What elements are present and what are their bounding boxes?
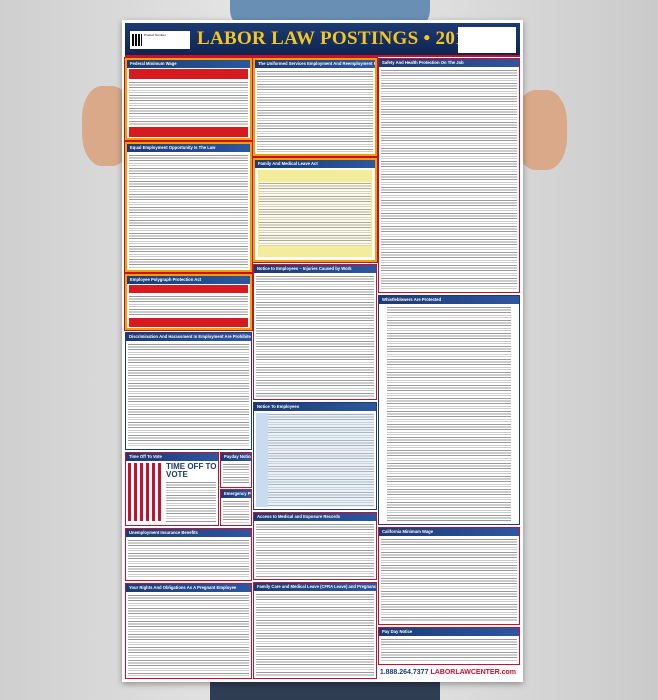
section-payday-law: Pay Day Notice bbox=[378, 627, 520, 665]
update-badge bbox=[458, 27, 516, 53]
section-cfra: Family Care and Medical Leave (CFRA Leav… bbox=[253, 582, 377, 679]
section-medical-records: Access to Medical and Exposure Records bbox=[253, 512, 377, 580]
section-title: Notice to Employees – Injuries Caused by… bbox=[254, 265, 376, 273]
section-userra: The Uniformed Services Employment And Re… bbox=[252, 57, 378, 157]
section-title: Whistleblowers Are Protected bbox=[379, 296, 519, 304]
section-title: Equal Employment Opportunity Is The Law bbox=[127, 144, 250, 152]
section-notice-to-employees: Notice To Employees bbox=[253, 402, 377, 510]
section-whistleblowers: Whistleblowers Are Protected bbox=[378, 295, 520, 525]
section-injuries-caused-by-work: Notice to Employees – Injuries Caused by… bbox=[253, 264, 377, 400]
section-polygraph: Employee Polygraph Protection Act bbox=[124, 273, 253, 331]
labor-law-poster: Product Number LABOR LAW POSTINGS • 2018… bbox=[122, 20, 523, 682]
footer-site: LABORLAWCENTER.com bbox=[430, 669, 516, 676]
section-title: Notice To Employees bbox=[254, 403, 376, 411]
qr-code: Product Number bbox=[130, 31, 190, 49]
section-title: Emergency Phone Numbers bbox=[221, 490, 251, 498]
section-payday-notice: Payday Notice bbox=[220, 452, 252, 488]
section-title: Pay Day Notice bbox=[379, 628, 519, 636]
section-fmla: Family And Medical Leave Act bbox=[252, 157, 378, 263]
section-title: The Uniformed Services Employment And Re… bbox=[255, 60, 375, 68]
section-title: Federal Minimum Wage bbox=[127, 60, 250, 68]
product-label: Product Number bbox=[144, 33, 166, 37]
section-title: Safety And Health Protection On The Job bbox=[379, 59, 519, 67]
section-title: Payday Notice bbox=[221, 453, 251, 461]
section-discrimination: Discrimination And Harassment In Employm… bbox=[125, 332, 252, 450]
section-federal-minimum-wage: Federal Minimum Wage bbox=[124, 57, 253, 141]
section-pregnant-employee: Your Rights And Obligations As A Pregnan… bbox=[125, 583, 252, 679]
section-title: Unemployment Insurance Benefits bbox=[126, 529, 251, 537]
section-title: California Minimum Wage bbox=[379, 528, 519, 536]
section-title: Employee Polygraph Protection Act bbox=[127, 276, 250, 284]
section-ca-minimum-wage: California Minimum Wage bbox=[378, 527, 520, 625]
section-title: Discrimination And Harassment In Employm… bbox=[126, 333, 251, 341]
section-title: Family Care and Medical Leave (CFRA Leav… bbox=[254, 583, 376, 591]
section-osha: Safety And Health Protection On The Job bbox=[378, 58, 520, 293]
section-eeo: Equal Employment Opportunity Is The Law bbox=[124, 141, 253, 273]
section-title: Time Off To Vote bbox=[126, 453, 218, 461]
person-jeans bbox=[210, 680, 440, 700]
ballot-box-illustration bbox=[128, 463, 164, 521]
footer-phone: 1.888.264.7377 bbox=[379, 669, 429, 676]
section-time-off-to-vote: Time Off To Vote TIME OFF TO VOTE bbox=[125, 452, 219, 526]
time-off-to-vote-heading: TIME OFF TO VOTE bbox=[166, 462, 217, 479]
section-title: Family And Medical Leave Act bbox=[255, 160, 375, 168]
section-title: Access to Medical and Exposure Records bbox=[254, 513, 376, 521]
section-title: Your Rights And Obligations As A Pregnan… bbox=[126, 584, 251, 592]
poster-footer: 1.888.264.7377 LABORLAWCENTER.com bbox=[378, 666, 520, 679]
right-hand bbox=[515, 90, 567, 170]
poster-title: LABOR LAW POSTINGS • 2018 bbox=[197, 28, 475, 49]
section-unemployment: Unemployment Insurance Benefits bbox=[125, 528, 252, 581]
section-emergency-numbers: Emergency Phone Numbers bbox=[220, 489, 252, 526]
poster-header: Product Number LABOR LAW POSTINGS • 2018 bbox=[125, 23, 520, 57]
